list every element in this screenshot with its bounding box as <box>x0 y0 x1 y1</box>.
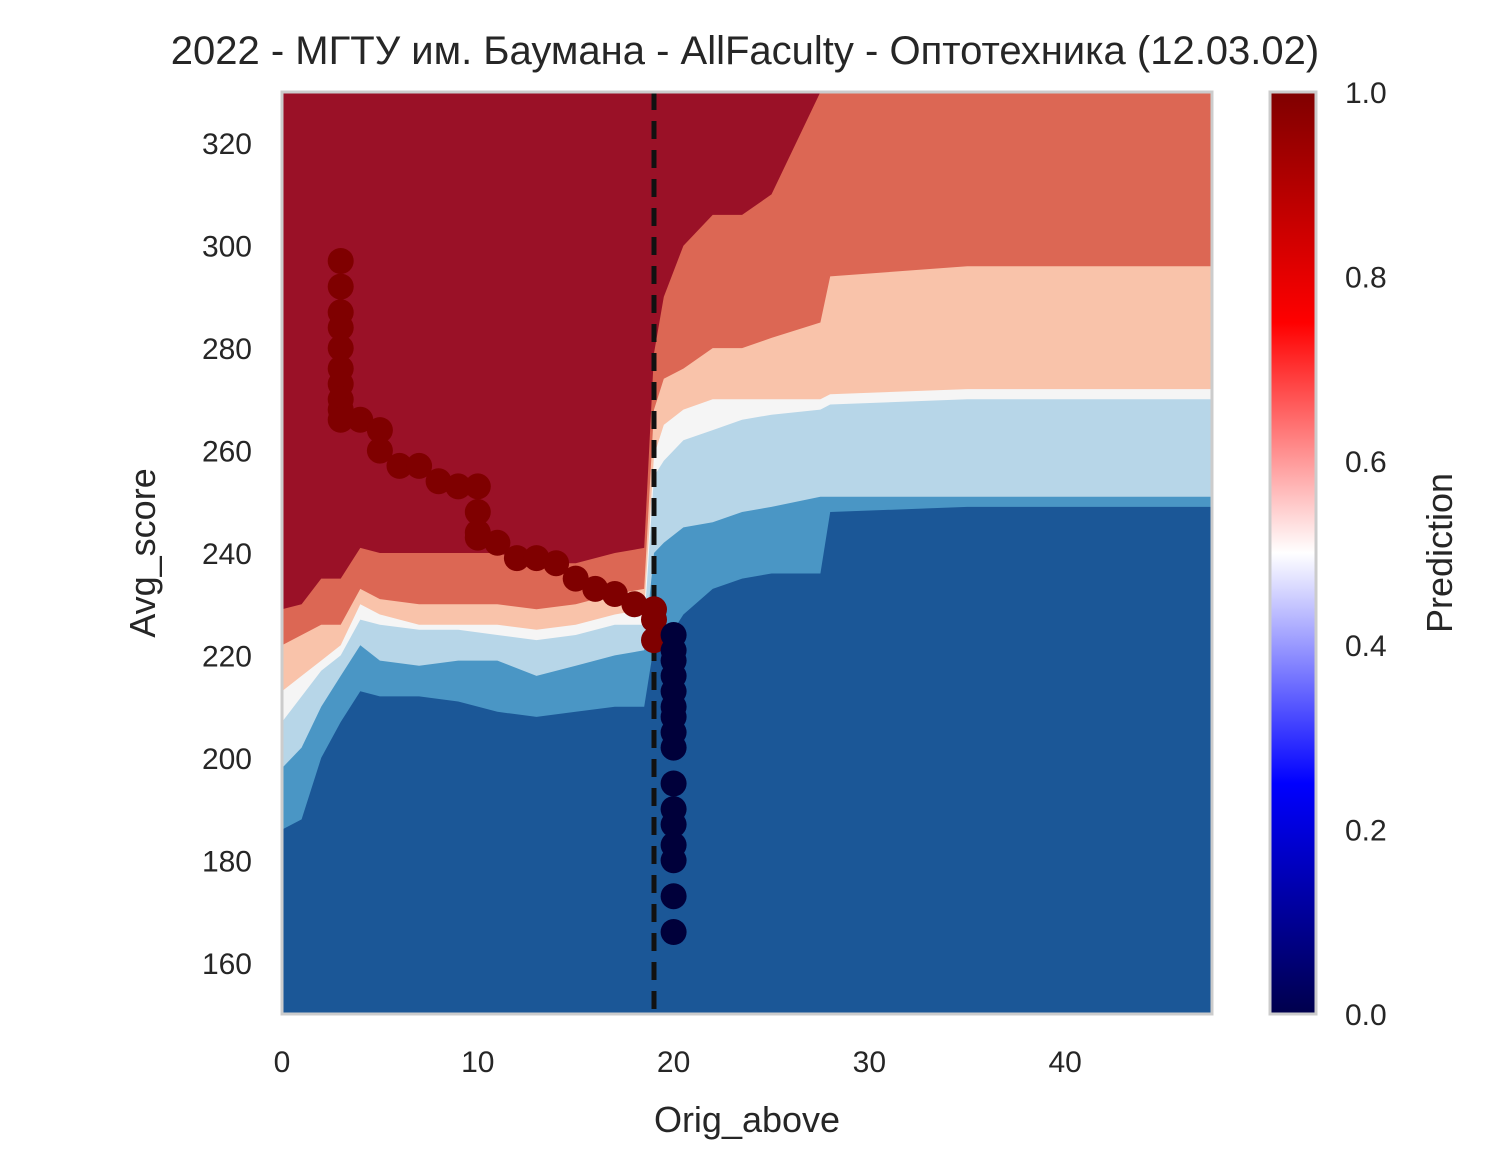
colorbar-tick-label: 0.8 <box>1345 261 1387 294</box>
scatter-point <box>445 473 472 500</box>
scatter-point <box>327 406 354 433</box>
scatter-point <box>464 524 491 551</box>
scatter-point <box>621 591 648 618</box>
contour-regions <box>282 92 1212 1014</box>
scatter-point <box>641 606 667 633</box>
colorbar-gradient <box>1268 90 1318 1016</box>
chart-title: 2022 - МГТУ им. Баумана - AllFaculty - О… <box>171 29 1319 73</box>
y-tick-label: 240 <box>202 538 252 571</box>
scatter-point <box>327 335 354 362</box>
scatter-point <box>523 545 550 572</box>
plot-frame <box>280 90 1214 1016</box>
x-tick-label: 40 <box>1048 1046 1081 1079</box>
scatter-point <box>464 499 491 525</box>
x-axis-label: Orig_above <box>654 1099 840 1140</box>
scatter-point <box>327 248 354 274</box>
contour-band-6 <box>282 92 1212 610</box>
scatter-point <box>660 883 687 910</box>
x-tick-label: 30 <box>853 1046 886 1079</box>
scatter-point <box>582 575 609 602</box>
scatter-point <box>327 273 354 300</box>
scatter-point <box>660 847 687 874</box>
scatter-point <box>425 468 452 495</box>
y-tick-label: 260 <box>202 436 252 469</box>
colorbar-ticks: 0.0 0.2 0.4 0.6 0.8 1.0 <box>1345 77 1387 1032</box>
x-tick-label: 20 <box>657 1046 690 1079</box>
colorbar-label: Prediction <box>1419 473 1460 633</box>
scatter-point <box>386 452 413 479</box>
y-tick-label: 320 <box>202 128 252 161</box>
scatter-point <box>366 417 393 444</box>
y-tick-label: 220 <box>202 640 252 673</box>
y-axis-ticks: 160 180 200 220 240 260 280 300 320 <box>202 128 252 981</box>
plot-area <box>282 92 1212 1014</box>
colorbar: 0.0 0.2 0.4 0.6 0.8 1.0 Prediction <box>1268 77 1460 1032</box>
scatter-point <box>660 919 687 945</box>
colorbar-tick-label: 0.2 <box>1345 815 1387 848</box>
y-tick-label: 180 <box>202 845 252 878</box>
x-tick-label: 10 <box>461 1046 494 1079</box>
y-tick-label: 300 <box>202 231 252 264</box>
scatter-points <box>327 248 687 945</box>
scatter-point <box>543 550 570 577</box>
scatter-point <box>660 770 687 797</box>
scatter-point <box>406 452 433 479</box>
x-tick-label: 0 <box>274 1046 291 1079</box>
scatter-point <box>464 473 491 500</box>
x-axis-ticks: 0 10 20 30 40 <box>274 1046 1082 1079</box>
scatter-point <box>484 529 511 556</box>
scatter-point <box>327 314 354 341</box>
colorbar-tick-label: 0.4 <box>1345 630 1387 663</box>
scatter-point <box>562 565 589 592</box>
scatter-point <box>601 581 628 607</box>
y-tick-label: 160 <box>202 948 252 981</box>
colorbar-tick-label: 1.0 <box>1345 77 1387 110</box>
scatter-point <box>660 811 687 838</box>
y-axis-label: Avg_score <box>122 468 163 637</box>
scatter-point <box>347 406 374 433</box>
scatter-point <box>660 734 687 761</box>
scatter-point <box>503 545 530 572</box>
y-tick-label: 280 <box>202 333 252 366</box>
colorbar-tick-label: 0.0 <box>1345 999 1387 1032</box>
y-tick-label: 200 <box>202 743 252 776</box>
scatter-point <box>641 627 667 654</box>
colorbar-tick-label: 0.6 <box>1345 446 1387 479</box>
scatter-point <box>366 437 393 464</box>
